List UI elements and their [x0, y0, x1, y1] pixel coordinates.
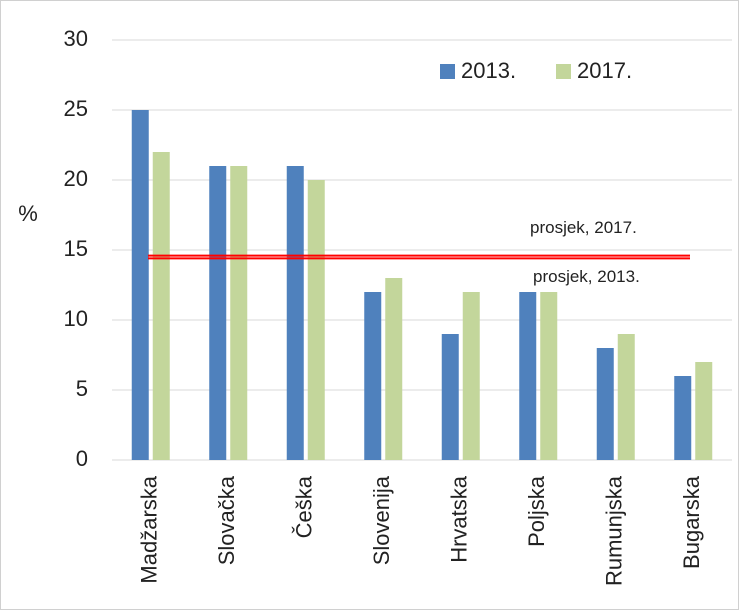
- x-tick-label: Češka: [292, 475, 317, 538]
- x-tick-label: Bugarska: [679, 475, 704, 569]
- y-tick-label: 30: [64, 26, 88, 51]
- bar: [674, 376, 692, 460]
- y-axis-label: %: [18, 201, 38, 226]
- bar: [286, 166, 304, 460]
- bar: [209, 166, 227, 460]
- y-tick-label: 15: [64, 236, 88, 261]
- bar: [131, 110, 149, 460]
- y-tick-label: 20: [64, 166, 88, 191]
- x-tick-label: Madžarska: [137, 475, 162, 583]
- bar: [152, 152, 170, 460]
- x-tick-label: Rumunjska: [602, 475, 627, 586]
- reference-line-label: prosjek, 2017.: [530, 218, 637, 237]
- y-tick-label: 10: [64, 306, 88, 331]
- x-tick-label: Slovenija: [369, 475, 394, 565]
- x-tick-label: Poljska: [524, 475, 549, 547]
- bar: [385, 278, 403, 460]
- y-tick-label: 25: [64, 96, 88, 121]
- y-tick-label: 0: [76, 446, 88, 471]
- bar: [364, 292, 382, 460]
- bar: [695, 362, 713, 460]
- reference-line-label: prosjek, 2013.: [533, 267, 640, 286]
- x-tick-label: Slovačka: [214, 475, 239, 565]
- bar: [596, 348, 614, 460]
- legend-label: 2017.: [577, 58, 632, 83]
- bar: [540, 292, 558, 460]
- legend-swatch: [440, 64, 455, 79]
- bar: [462, 292, 480, 460]
- bar: [230, 166, 248, 460]
- y-tick-label: 5: [76, 376, 88, 401]
- bar: [307, 180, 325, 460]
- bar: [617, 334, 635, 460]
- legend-label: 2013.: [461, 58, 516, 83]
- bar: [519, 292, 537, 460]
- legend-swatch: [556, 64, 571, 79]
- bar: [441, 334, 459, 460]
- x-tick-label: Hrvatska: [447, 475, 472, 563]
